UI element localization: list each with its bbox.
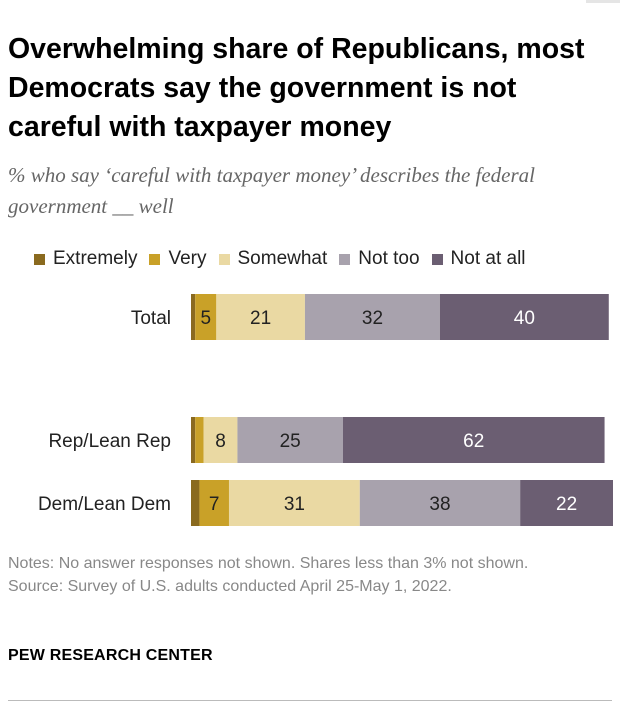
data-label-total-not-at-all: 40	[514, 308, 535, 329]
bar-total-somewhat	[216, 294, 305, 340]
legend-item-not-too: Not too	[339, 248, 420, 270]
bar-rep-lean-rep-very	[195, 417, 204, 463]
category-label-total: Total	[131, 308, 171, 329]
chart-title: Overwhelming share of Republicans, most …	[8, 33, 585, 143]
data-label-rep-lean-rep-not-at-all: 62	[463, 431, 484, 452]
bar-dem-lean-dem-extremely	[191, 480, 200, 526]
legend-swatch-somewhat	[218, 253, 230, 265]
bar-rep-lean-rep-not-at-all	[342, 417, 605, 463]
data-label-total-not-too: 32	[362, 308, 383, 329]
legend-item-not-at-all: Not at all	[431, 248, 526, 270]
bar-total-not-at-all	[439, 294, 609, 340]
legend-label-not-too: Not too	[358, 248, 420, 269]
legend-swatch-not-at-all	[431, 253, 443, 265]
chart-subtitle: % who say ‘careful with taxpayer money’ …	[8, 163, 536, 218]
data-label-dem-lean-dem-somewhat: 31	[284, 494, 305, 515]
data-label-total-somewhat: 21	[250, 308, 271, 329]
bar-dem-lean-dem-somewhat	[228, 480, 360, 526]
chart-legend: Extremely Very Somewhat Not too Not at a…	[34, 246, 538, 272]
chart-notes: Notes: No answer responses not shown. Sh…	[8, 552, 608, 598]
bar-total-not-too	[304, 294, 440, 340]
legend-item-somewhat: Somewhat	[218, 248, 328, 270]
notes-text: Notes: No answer responses not shown. Sh…	[8, 555, 529, 572]
chart-svg: Total 5 21 32 40 Rep/Lean Rep 8 25 62 Dem/Lean De…	[38, 294, 613, 526]
data-label-rep-lean-rep-not-too: 25	[280, 431, 301, 452]
data-label-rep-lean-rep-somewhat: 8	[215, 431, 226, 452]
legend-label-somewhat: Somewhat	[237, 248, 328, 269]
brand-name: PEW RESEARCH CENTER	[8, 647, 213, 664]
bar-dem-lean-dem-not-too	[359, 480, 521, 526]
legend-item-extremely: Extremely	[34, 248, 137, 270]
legend-label-not-at-all: Not at all	[450, 248, 526, 269]
bottom-rule	[8, 700, 612, 701]
top-decoration	[586, 0, 620, 3]
legend-swatch-extremely	[34, 253, 45, 265]
bar-dem-lean-dem-not-at-all	[520, 480, 613, 526]
bar-rep-lean-rep-extremely	[191, 417, 196, 463]
data-label-dem-lean-dem-not-at-all: 22	[556, 494, 577, 515]
bar-rep-lean-rep-not-too	[237, 417, 343, 463]
data-label-dem-lean-dem-not-too: 38	[429, 494, 450, 515]
legend-label-very: Very	[168, 248, 207, 269]
bar-total-very	[195, 294, 217, 340]
legend-item-very: Very	[149, 248, 207, 270]
data-label-dem-lean-dem-very: 7	[209, 494, 220, 515]
bar-dem-lean-dem-very	[199, 480, 229, 526]
legend-label-extremely: Extremely	[53, 248, 138, 269]
data-label-total-very: 5	[200, 308, 211, 329]
bar-total-extremely	[191, 294, 196, 340]
category-label-rep-lean-rep: Rep/Lean Rep	[48, 431, 171, 452]
stacked-bar-chart: Total 5 21 32 40 Rep/Lean Rep 8 25 62 Dem/Lean De…	[38, 294, 613, 526]
legend-swatch-very	[149, 253, 161, 265]
legend-swatch-not-too	[339, 253, 351, 265]
category-label-dem-lean-dem: Dem/Lean Dem	[38, 494, 171, 515]
bar-rep-lean-rep-somewhat	[203, 417, 238, 463]
source-text: Source: Survey of U.S. adults conducted …	[8, 578, 452, 595]
